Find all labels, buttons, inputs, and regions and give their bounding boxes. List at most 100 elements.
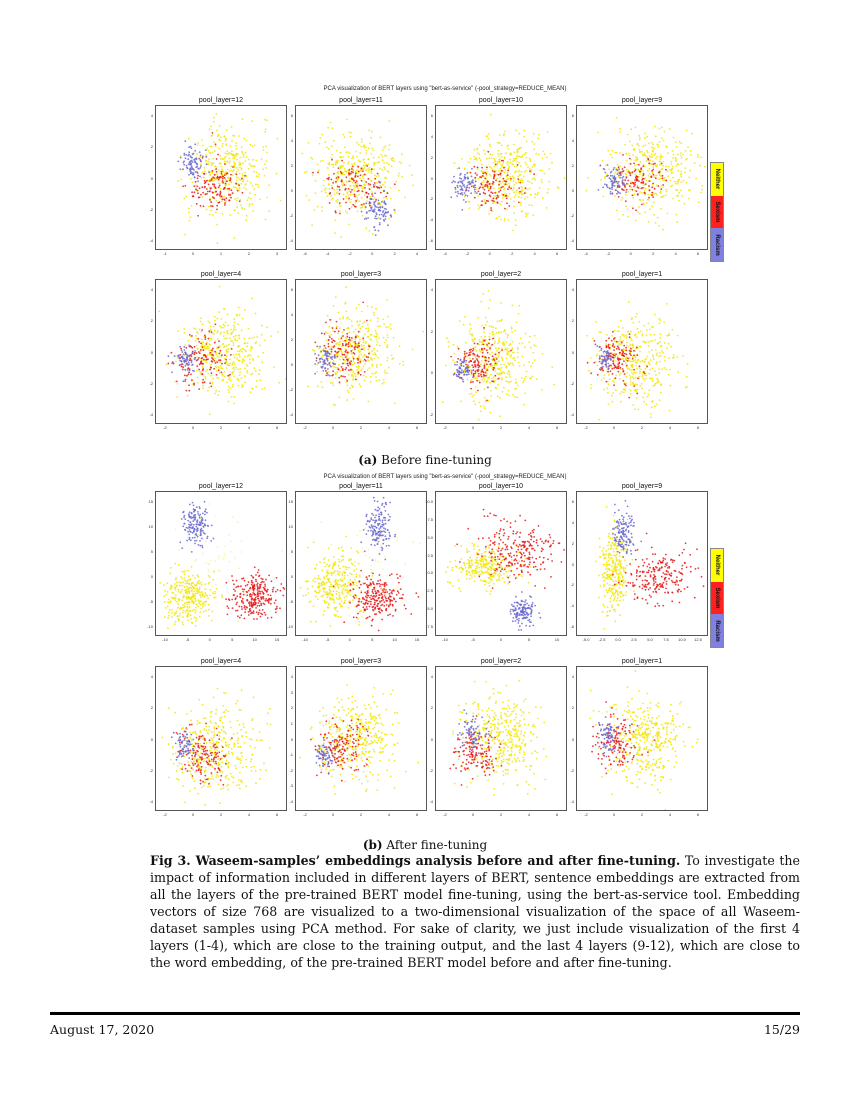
- panel-title: pool_layer=2: [480, 658, 522, 665]
- y-axis-ticks: 4 2 0 -2 -4: [141, 105, 153, 250]
- legend-item-sexism: Sexism: [711, 195, 723, 229]
- x-tick-label: 2.5: [631, 637, 637, 642]
- x-tick-label: 6: [696, 425, 700, 430]
- y-tick-label: 4: [430, 674, 433, 679]
- scatter-panel: pool_layer=3 4 3 2 1 0 -1 -2 -3 -4 -2 0 2 4 6: [289, 657, 427, 817]
- y-tick-label: -4: [570, 412, 574, 417]
- x-tick-label: -5: [325, 637, 330, 642]
- y-tick-label: 6: [571, 113, 574, 118]
- y-tick-label: 0: [150, 175, 153, 181]
- x-tick-label: -2: [584, 812, 588, 817]
- y-tick-label: 0: [150, 349, 153, 355]
- x-tick-label: 5: [527, 637, 531, 642]
- y-tick-label: 10: [288, 524, 293, 529]
- panel-title: pool_layer=12: [198, 97, 244, 104]
- y-tick-label: -2: [149, 380, 153, 386]
- legend-label-racism: Racism: [714, 619, 720, 642]
- legend-item-racism: Racism: [711, 614, 723, 647]
- x-tick-label: -2: [348, 251, 352, 256]
- panel-title: pool_layer=10: [478, 483, 524, 490]
- y-tick-label: 2: [430, 154, 433, 160]
- x-tick-label: 2: [499, 812, 503, 817]
- y-tick-label: -4: [149, 238, 153, 243]
- y-tick-label: -6: [570, 624, 574, 629]
- panel-title: pool_layer=11: [339, 483, 383, 490]
- legend-a: Neither Sexism Racism: [710, 162, 724, 262]
- y-tick-label: 2: [290, 163, 293, 168]
- x-tick-label: -4: [584, 251, 588, 256]
- x-tick-label: 2: [640, 812, 644, 817]
- x-tick-label: -2: [303, 812, 307, 817]
- x-tick-label: 6: [555, 425, 559, 430]
- y-tick-label: 0: [290, 574, 293, 579]
- y-tick-label: 4: [571, 138, 574, 143]
- y-tick-label: 0: [290, 188, 293, 193]
- y-tick-label: 2: [430, 705, 433, 711]
- y-tick-label: 5: [150, 549, 153, 554]
- panel-title: pool_layer=11: [339, 97, 383, 104]
- x-tick-label: -5: [185, 637, 190, 642]
- y-axis-ticks: 4 2 0 -2 -4: [421, 666, 433, 811]
- x-axis-ticks: -4 -2 0 2 4 6: [435, 251, 567, 257]
- x-tick-label: 10: [392, 637, 397, 642]
- x-axis-ticks: -2 0 2 4 6: [295, 425, 427, 431]
- y-axis-ticks: 4 2 0 -2 -4: [141, 666, 153, 811]
- x-tick-label: 0: [331, 425, 335, 430]
- scatter-panel: pool_layer=3 6 4 2 0 -2 -4 -2 0 2 4 6: [289, 270, 427, 430]
- panel-title: pool_layer=12: [198, 483, 244, 490]
- y-tick-label: -7.5: [426, 624, 433, 629]
- y-axis-ticks: 4 2 0 -2 -4: [141, 279, 153, 424]
- x-tick-label: 6: [415, 812, 419, 817]
- x-tick-label: 2: [499, 425, 503, 430]
- x-tick-label: -10: [302, 637, 308, 642]
- scatter-plot: [576, 105, 708, 250]
- y-tick-label: 4: [430, 133, 433, 139]
- x-tick-label: 6: [275, 812, 279, 817]
- y-tick-label: -6: [429, 238, 433, 243]
- y-axis-ticks: 4 2 0 -2 -4: [562, 666, 574, 811]
- x-tick-label: 2: [219, 812, 223, 817]
- y-tick-label: 0: [571, 561, 574, 567]
- x-tick-label: -2: [465, 251, 470, 256]
- y-tick-label: -4: [289, 412, 293, 417]
- y-tick-label: 5: [290, 549, 293, 554]
- x-tick-label: 4: [668, 812, 672, 817]
- scatter-plot: [435, 491, 567, 636]
- scatter-points: [158, 285, 286, 416]
- x-tick-label: 0.0: [615, 637, 621, 642]
- scatter-panel: pool_layer=10 6 4 2 0 -2 -4 -6 -4 -2 0 2 4 6: [429, 96, 567, 256]
- scatter-panel: pool_layer=4 4 2 0 -2 -4 -2 0 2 4 6: [149, 657, 287, 817]
- footer-page: 15/29: [763, 1022, 800, 1037]
- y-axis-ticks: 4 2 0 -2 -4: [562, 279, 574, 424]
- x-tick-label: 0: [612, 425, 616, 430]
- x-axis-ticks: -10 -5 0 5 10 15: [295, 637, 427, 643]
- scatter-points: [177, 113, 282, 245]
- x-tick-label: 4: [387, 425, 391, 430]
- scatter-plot: [295, 105, 427, 250]
- y-axis-ticks: 6 4 2 0 -2 -4 -6: [421, 105, 433, 250]
- y-axis-ticks: 6 4 2 0 -2 -4: [281, 105, 293, 250]
- subcaption-b: (b) After fine-tuning: [0, 838, 850, 852]
- y-tick-label: 7.5: [427, 516, 433, 522]
- y-tick-label: 10: [148, 524, 153, 529]
- x-tick-label: 2: [511, 251, 514, 256]
- y-tick-label: 4: [290, 138, 293, 143]
- scatter-points: [589, 670, 699, 810]
- x-tick-label: 4: [527, 812, 531, 817]
- y-tick-label: 5.0: [427, 534, 433, 540]
- y-tick-label: 4: [430, 287, 433, 292]
- subcaption-a-text: Before fine-tuning: [381, 453, 492, 467]
- x-tick-label: -2: [443, 812, 447, 817]
- y-tick-label: 3: [290, 689, 293, 695]
- x-tick-label: 0: [629, 251, 632, 256]
- y-tick-label: 2: [290, 705, 293, 711]
- scatter-panel: pool_layer=10 10.0 7.5 5.0 2.5 0.0 -2.5 -5.0 -7.…: [425, 482, 567, 642]
- y-tick-label: -2: [570, 213, 574, 218]
- x-tick-label: 0: [191, 251, 195, 256]
- panel-title: pool_layer=9: [621, 97, 663, 104]
- legend-label-sexism: Sexism: [714, 587, 720, 609]
- y-tick-label: 1: [290, 720, 293, 726]
- scatter-points: [450, 113, 566, 232]
- scatter-panel: pool_layer=4 4 2 0 -2 -4 -2 0 2 4 6: [149, 270, 287, 430]
- x-tick-label: 0: [371, 251, 374, 256]
